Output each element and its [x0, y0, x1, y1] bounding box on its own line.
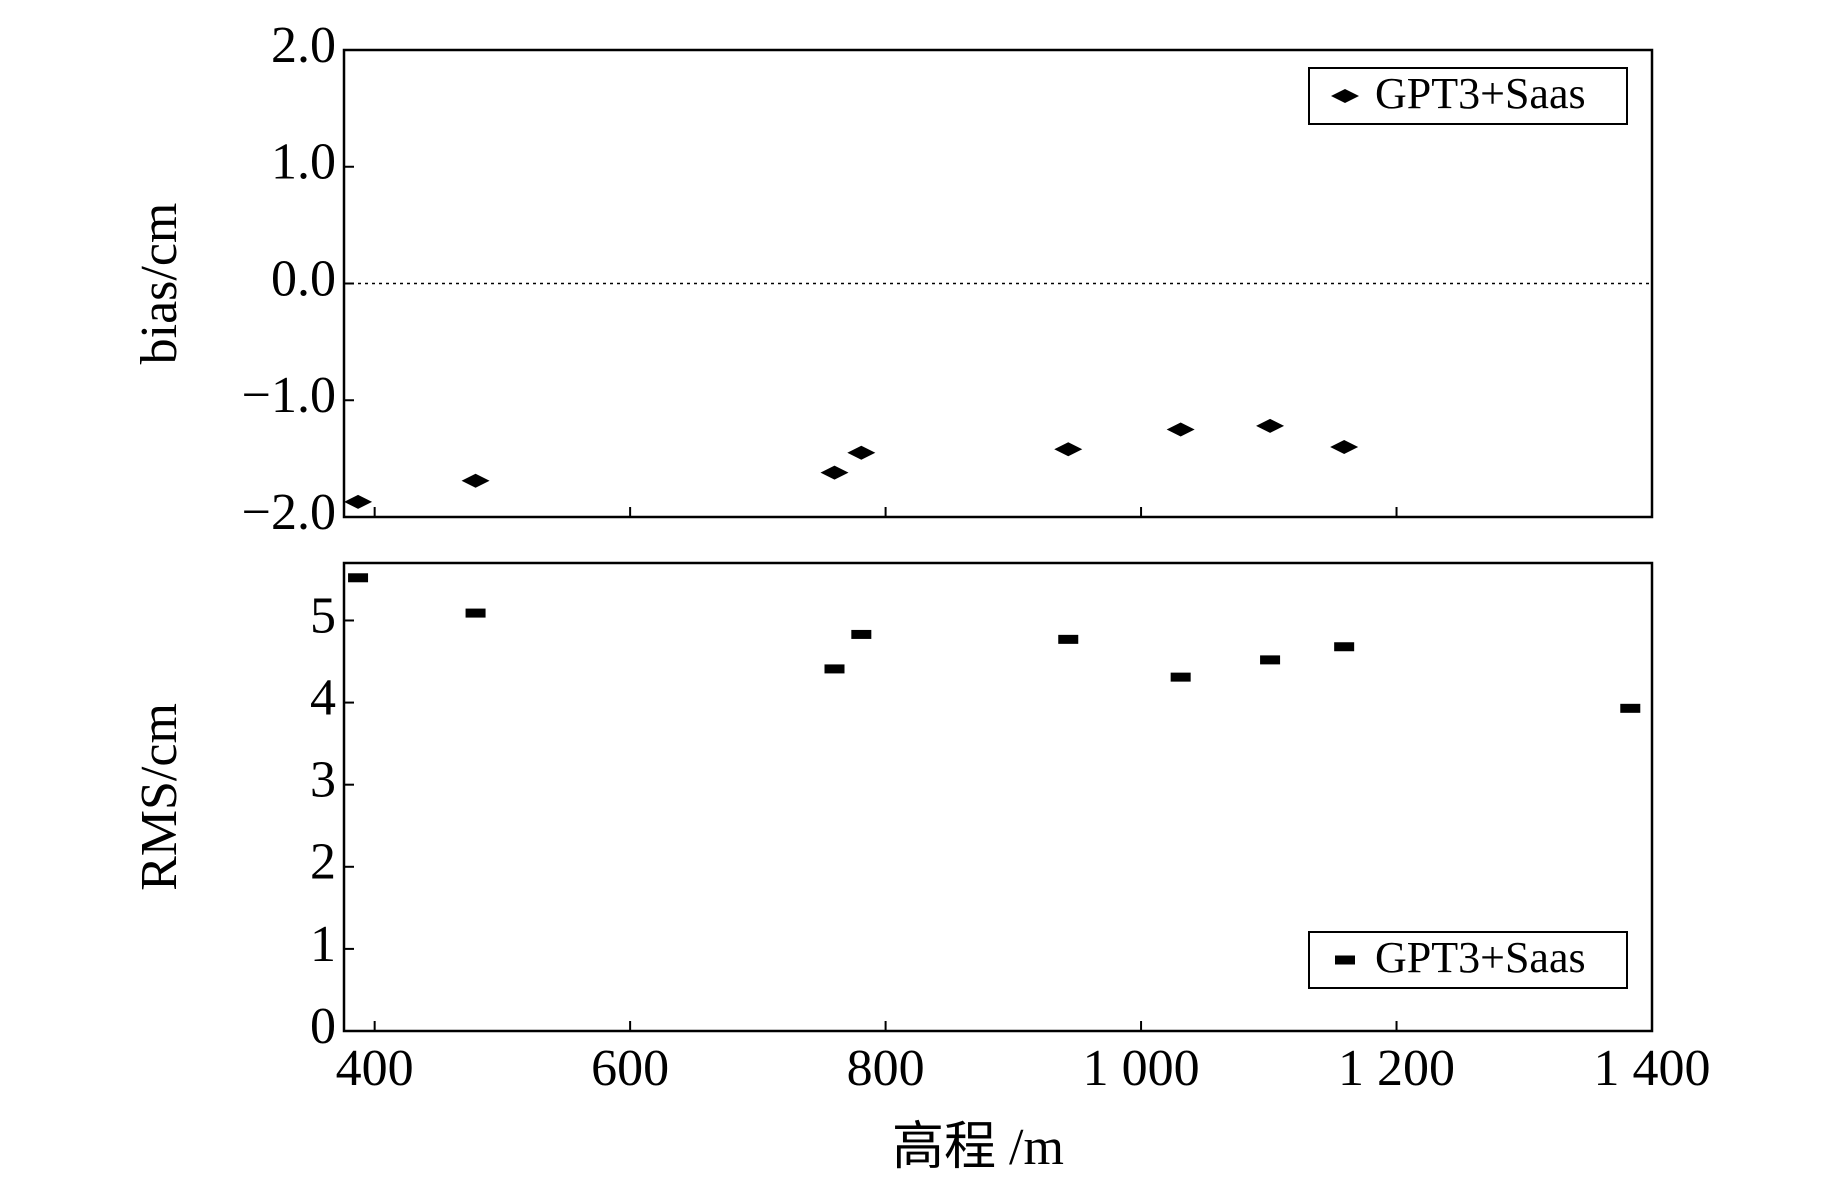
y-tick-label: −1.0: [242, 367, 336, 424]
plot-frame: [342, 561, 1654, 1033]
point: [465, 608, 486, 618]
point: [348, 573, 369, 583]
y-tick-label: 1: [310, 916, 336, 973]
point: [1330, 439, 1359, 454]
legend-marker: [1331, 89, 1359, 103]
legend-label: GPT3+Saas: [1375, 69, 1586, 118]
legend-label: GPT3+Saas: [1375, 933, 1586, 982]
y-tick-label: 5: [310, 587, 336, 644]
x-tick-label: 1 400: [1594, 1040, 1711, 1097]
y-tick-label: 0.0: [271, 250, 336, 307]
x-tick-label: 1 000: [1083, 1040, 1200, 1097]
y-tick-label: −2.0: [242, 484, 336, 541]
y-axis-label: bias/cm: [131, 203, 188, 365]
point: [1170, 672, 1191, 682]
point: [824, 664, 845, 674]
legend-box: [1308, 931, 1628, 989]
point: [1058, 634, 1079, 644]
point: [461, 473, 490, 488]
point: [1334, 642, 1355, 652]
legend-box: [1308, 67, 1628, 125]
x-axis-label: 高程 /m: [892, 1119, 1064, 1176]
point: [1256, 418, 1285, 433]
y-tick-label: 2: [310, 834, 336, 891]
point: [847, 445, 876, 460]
point: [1166, 422, 1195, 437]
legend-marker: [1335, 955, 1355, 965]
x-tick-label: 1 200: [1338, 1040, 1455, 1097]
y-axis-label: RMS/cm: [131, 703, 188, 891]
y-tick-label: 1.0: [271, 134, 336, 191]
point: [820, 465, 849, 480]
y-tick-label: 2.0: [271, 17, 336, 74]
y-tick-label: 3: [310, 752, 336, 809]
x-tick-label: 800: [847, 1040, 925, 1097]
point: [344, 494, 373, 509]
point: [1260, 655, 1281, 665]
x-tick-label: 600: [591, 1040, 669, 1097]
y-tick-label: 4: [310, 670, 336, 727]
point: [1620, 703, 1641, 713]
point: [851, 629, 872, 639]
y-tick-label: 0: [310, 998, 336, 1055]
point: [1054, 442, 1083, 457]
x-tick-label: 400: [336, 1040, 414, 1097]
